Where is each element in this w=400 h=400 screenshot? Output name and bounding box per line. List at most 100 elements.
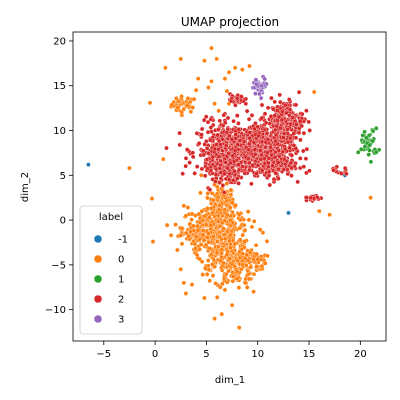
point-label-0	[127, 165, 132, 171]
x-tick-label: 15	[303, 349, 316, 360]
point-label-2	[206, 151, 211, 156]
point-label-2	[289, 153, 295, 158]
point-label-0	[185, 205, 191, 210]
point-label-0	[189, 282, 195, 287]
point-label-0	[205, 206, 210, 211]
point-label-2	[216, 127, 221, 132]
point-label-2	[272, 113, 277, 118]
point-label-2	[281, 167, 287, 172]
y-axis-label: dim_2	[20, 172, 31, 202]
legend-marker-3	[93, 314, 103, 324]
point-label-0	[205, 191, 210, 196]
point-label-0	[240, 67, 245, 72]
point-label-0	[174, 96, 179, 101]
point-label-0	[181, 280, 187, 286]
point-label-0	[203, 242, 209, 248]
point-label-2	[236, 121, 241, 126]
point-label-2	[291, 131, 297, 136]
y-tick-label: −5	[51, 260, 66, 271]
point-label-2	[207, 187, 213, 192]
point-label-2	[277, 92, 282, 98]
point-label-2	[284, 110, 289, 116]
point-label-2	[184, 147, 190, 152]
point-label-0	[222, 232, 227, 237]
point-label-2	[247, 160, 252, 166]
point-label-0	[169, 102, 174, 108]
point-label-2	[220, 183, 226, 188]
point-label-0	[225, 212, 230, 218]
point-label-0	[219, 254, 224, 260]
point-label-2	[254, 171, 259, 176]
point-label-0	[178, 267, 184, 272]
point-label-1	[366, 152, 371, 157]
legend-marker-2	[93, 294, 103, 304]
point-label-1	[370, 128, 376, 134]
legend-marker-1	[93, 274, 103, 284]
point-label-0	[229, 261, 235, 267]
point-label-2	[275, 108, 280, 113]
point-label-0	[207, 246, 213, 251]
point-label-0	[246, 276, 252, 282]
point-label-2	[199, 132, 204, 137]
point-label-0	[190, 105, 196, 110]
point-label-0	[216, 244, 221, 249]
point-label-1	[370, 138, 376, 144]
legend: label -1 0 1 2 3	[79, 205, 143, 335]
point-label-0	[217, 234, 222, 239]
point-label-2	[214, 142, 219, 147]
point-label-0	[211, 257, 217, 263]
point-label-0	[227, 205, 233, 210]
point-label-2	[272, 154, 278, 160]
point-label-0	[207, 215, 212, 220]
point-label-0	[175, 247, 180, 253]
point-label-2	[235, 142, 241, 148]
x-tick-label: 10	[251, 349, 264, 360]
point-label-2	[280, 149, 286, 155]
point-label-2	[266, 156, 272, 161]
point-label-0	[209, 45, 214, 51]
point-label-0	[200, 272, 205, 277]
point-label-2	[239, 94, 244, 99]
point-label-0	[237, 225, 242, 231]
point-label-2	[259, 115, 264, 121]
point-label-2	[217, 118, 223, 124]
point-label-1	[368, 159, 374, 165]
point-label-0	[191, 223, 196, 229]
point-label-0	[209, 79, 214, 84]
point-label-2	[252, 147, 258, 152]
point-label-2	[270, 163, 275, 169]
point-label-0	[183, 213, 189, 219]
point-label-2	[221, 112, 227, 118]
point-label-2	[307, 168, 312, 174]
point-label-0	[191, 96, 197, 102]
point-label-2	[216, 154, 222, 159]
point-label-0	[253, 243, 259, 248]
point-label-2	[288, 160, 294, 166]
point-label-0	[186, 233, 191, 239]
point-label-0	[224, 271, 229, 277]
point-label-2	[194, 164, 200, 169]
point-label-2	[342, 165, 348, 171]
point-label-2	[245, 156, 251, 162]
point-label-2	[223, 160, 228, 165]
point-label-0	[214, 295, 220, 300]
point-label-2	[288, 135, 293, 141]
point-label-2	[240, 164, 245, 169]
point-label-0	[254, 264, 260, 270]
point-label-3	[253, 77, 259, 82]
point-label-0	[246, 271, 251, 277]
point-label-1	[360, 133, 366, 138]
point-label-0	[263, 261, 268, 266]
point-label-0	[212, 316, 217, 321]
point-label-0	[226, 268, 231, 274]
point-label-0	[199, 173, 204, 178]
point-label-2	[277, 125, 283, 131]
point-label-3	[258, 95, 264, 101]
point-label-0	[220, 281, 225, 287]
point-label-2	[242, 171, 248, 176]
point-label-2	[225, 165, 230, 171]
point-label-0	[200, 228, 206, 233]
point-label-2	[213, 172, 219, 178]
point-label-0	[178, 56, 184, 62]
point-label-0	[179, 109, 184, 115]
